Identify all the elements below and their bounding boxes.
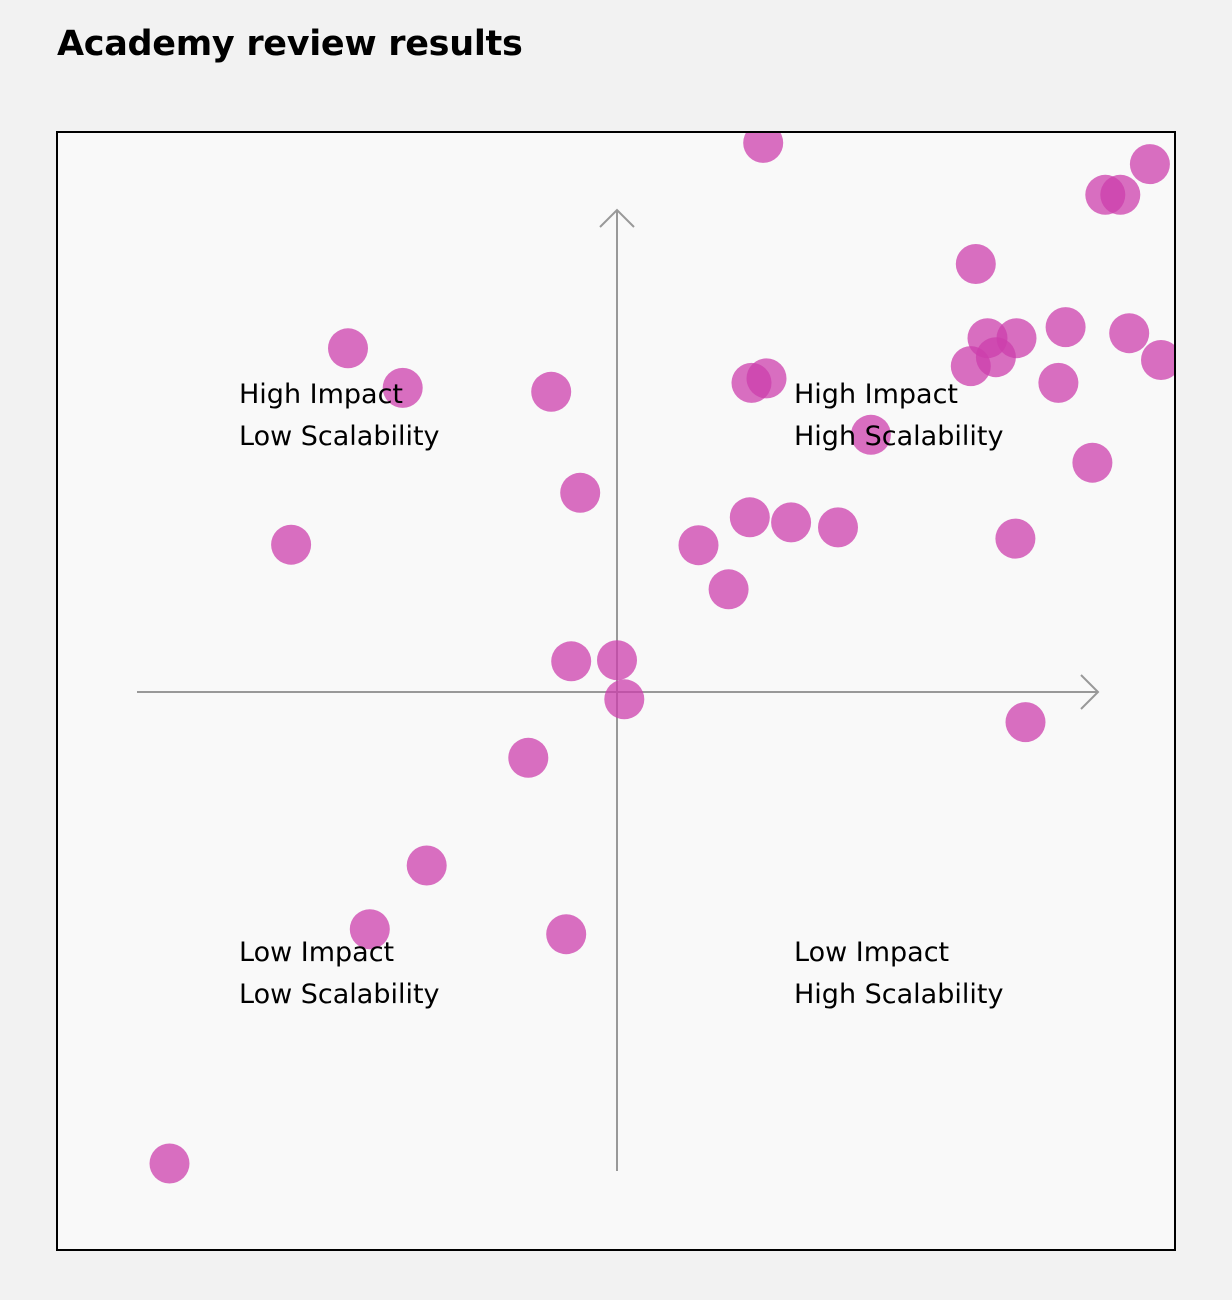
page-title: Academy review results [57,24,523,64]
y-axis-arrowhead [599,208,635,228]
data-point-16 [850,414,891,455]
data-point-4 [1100,174,1141,215]
data-point-1 [743,133,784,163]
data-points [149,133,1174,1184]
data-point-15 [731,362,772,403]
data-point-33 [508,737,549,778]
x-axis-arrowhead [1080,674,1100,710]
data-point-35 [349,909,390,950]
data-point-30 [597,640,637,681]
data-point-13 [1038,362,1079,403]
data-point-28 [271,524,312,565]
data-point-2 [1129,144,1170,185]
chart-frame: High Impact Low Scalability High Impact … [56,131,1176,1251]
data-point-20 [771,502,812,543]
quadrant-label-bottom-left: Low Impact Low Scalability [239,937,440,1010]
scatter-chart: High Impact Low Scalability High Impact … [137,133,1174,1184]
data-point-36 [546,914,587,955]
data-point-5 [955,244,996,284]
data-point-9 [1109,313,1150,354]
data-point-34 [406,845,447,886]
data-point-27 [560,472,601,513]
data-point-17 [1072,442,1113,483]
data-point-32 [1005,702,1046,743]
data-point-21 [818,507,858,548]
data-point-25 [382,367,423,408]
quadrant-label-line: High Scalability [794,421,1003,452]
quadrant-label-line: High Impact [239,379,403,410]
data-point-18 [995,518,1036,559]
quadrant-label-line: Low Scalability [239,979,440,1010]
data-point-10 [1141,340,1174,380]
quadrant-labels: High Impact Low Scalability High Impact … [239,379,1003,1010]
data-point-26 [531,371,572,412]
quadrant-label-top-right: High Impact High Scalability [794,379,1003,452]
data-point-8 [1045,307,1086,348]
data-point-23 [708,569,749,610]
quadrant-label-line: Low Scalability [239,421,440,452]
quadrant-label-line: Low Impact [239,937,394,968]
data-point-37 [149,1143,190,1184]
quadrant-label-line: High Impact [794,379,958,410]
data-point-31 [604,679,645,720]
quadrant-label-line: High Scalability [794,979,1003,1010]
data-point-29 [551,641,592,682]
data-point-12 [975,337,1016,378]
data-point-24 [328,328,368,369]
quadrant-label-line: Low Impact [794,937,949,968]
data-point-22 [678,525,719,566]
data-point-19 [729,497,770,538]
quadrant-label-bottom-right: Low Impact High Scalability [794,937,1003,1010]
quadrant-label-top-left: High Impact Low Scalability [239,379,440,452]
